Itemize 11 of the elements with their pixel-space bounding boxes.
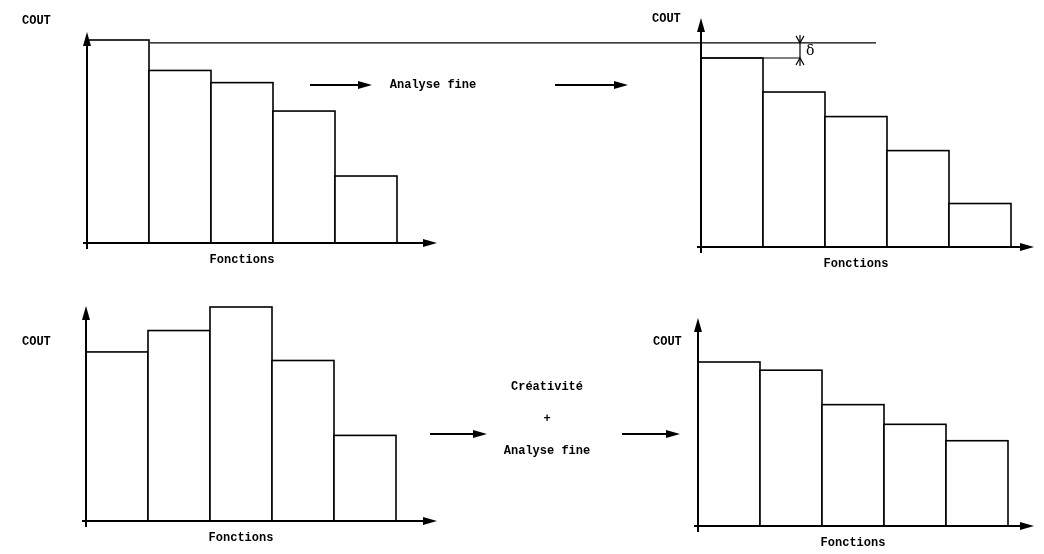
x-axis-title: Fonctions xyxy=(208,531,274,545)
annotation: Analyse fine xyxy=(389,78,477,92)
x-axis-title: Fonctions xyxy=(209,253,275,267)
y-axis-title: COUT xyxy=(22,14,51,28)
x-axis-title: Fonctions xyxy=(820,536,886,550)
ref-line-label: δ xyxy=(806,42,815,59)
text: Créativité + Analyse fine xyxy=(503,380,591,458)
y-axis-title: COUT xyxy=(652,12,681,26)
y-axis-title: COUT xyxy=(22,335,51,349)
x-axis-title: Fonctions xyxy=(823,257,889,271)
y-axis-title: COUT xyxy=(653,335,682,349)
